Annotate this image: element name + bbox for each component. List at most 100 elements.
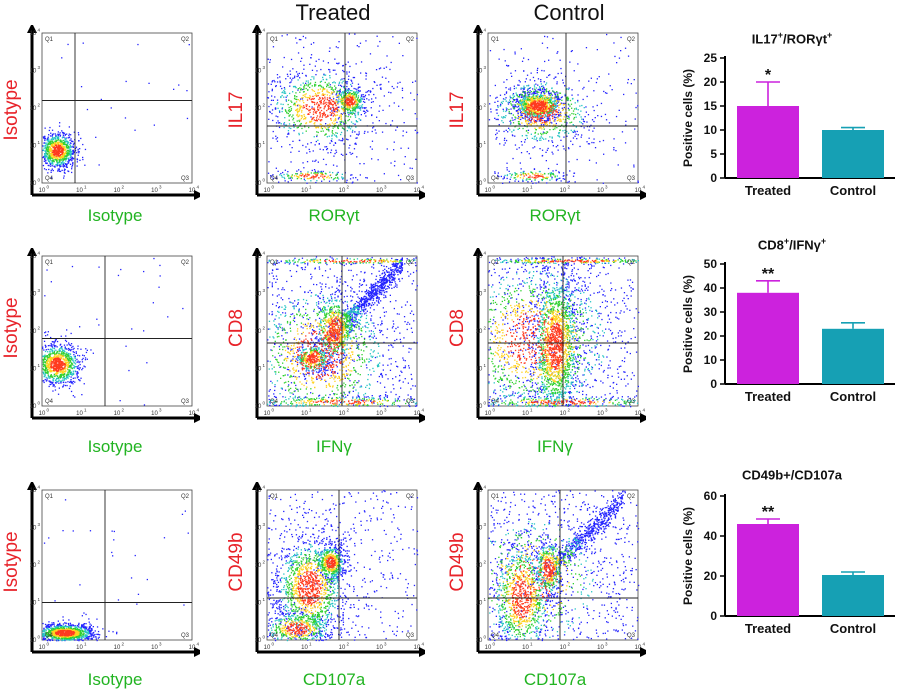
bar-chart-y-tick-label: 15 — [704, 99, 718, 113]
row1-treated-xlabel: RORγt — [308, 206, 360, 225]
x-tick-label: 10 — [635, 411, 642, 417]
y-tick-label: 10 — [30, 601, 37, 607]
plot-frame — [41, 489, 193, 641]
y-tick-label: 10 — [476, 601, 483, 607]
x-tick-exponent: 4 — [197, 408, 200, 413]
y-tick-exponent: 1 — [38, 363, 41, 368]
x-tick-exponent: 3 — [384, 185, 387, 190]
quadrant-label-q3: Q3 — [627, 633, 636, 639]
x-tick-exponent: 4 — [422, 642, 425, 647]
y-tick-exponent: 0 — [263, 401, 266, 406]
y-tick-label: 10 — [476, 69, 483, 75]
y-tick-exponent: 1 — [263, 363, 266, 368]
x-tick-label: 10 — [560, 411, 567, 417]
quadrant-label-q1: Q1 — [491, 260, 500, 266]
x-tick-label: 10 — [189, 645, 196, 651]
x-tick-exponent: 4 — [643, 642, 646, 647]
quadrant-label-q3: Q3 — [406, 176, 415, 182]
y-tick-exponent: 0 — [38, 635, 41, 640]
x-tick-label: 10 — [76, 188, 83, 194]
y-tick-label: 10 — [30, 488, 37, 494]
bar-chart-ylabel: Positive cells (%) — [681, 507, 695, 605]
x-axis-arrow-icon — [194, 413, 200, 423]
bar-chart-3: Positive cells (%) 0 20 40 60 ** Treated Contro… — [681, 489, 895, 636]
quadrant-label-q1: Q1 — [270, 494, 279, 500]
bar-treated — [737, 524, 799, 616]
x-tick-label: 10 — [414, 645, 421, 651]
x-tick-exponent: 0 — [493, 642, 496, 647]
y-tick-exponent: 2 — [38, 103, 41, 108]
y-tick-label: 10 — [255, 329, 262, 335]
bar-chart-y-tick-label: 20 — [704, 329, 718, 343]
y-tick-exponent: 4 — [38, 251, 41, 256]
x-tick-exponent: 0 — [272, 642, 275, 647]
y-tick-exponent: 2 — [38, 560, 41, 565]
x-axis-arrow-icon — [419, 190, 425, 200]
x-tick-exponent: 2 — [347, 185, 350, 190]
y-tick-exponent: 0 — [263, 635, 266, 640]
event-dots — [42, 499, 189, 642]
bar-chart-1-title: IL17+/RORγt+ — [751, 30, 833, 47]
x-tick-label: 10 — [339, 411, 346, 417]
quadrant-label-q4: Q4 — [270, 633, 279, 639]
y-tick-label: 10 — [30, 526, 37, 532]
quadrant-label-q3: Q3 — [406, 399, 415, 405]
y-tick-label: 10 — [255, 563, 262, 569]
x-tick-exponent: 1 — [84, 642, 87, 647]
y-tick-exponent: 4 — [484, 28, 487, 33]
y-tick-label: 10 — [255, 367, 262, 373]
bar-chart-y-tick-label: 40 — [704, 529, 718, 543]
quadrant-label-q2: Q2 — [181, 37, 190, 43]
quadrant-label-q1: Q1 — [270, 37, 279, 43]
y-tick-label: 10 — [476, 638, 483, 644]
x-axis-arrow-icon — [640, 413, 646, 423]
x-tick-label: 10 — [560, 645, 567, 651]
x-tick-exponent: 0 — [47, 408, 50, 413]
x-tick-exponent: 3 — [605, 185, 608, 190]
x-tick-exponent: 4 — [422, 185, 425, 190]
bar-chart-y-tick-label: 0 — [710, 377, 717, 391]
quadrant-label-q2: Q2 — [181, 260, 190, 266]
bar-control — [822, 575, 884, 616]
y-tick-label: 10 — [255, 144, 262, 150]
quadrant-label-q1: Q1 — [45, 37, 54, 43]
y-tick-exponent: 2 — [484, 560, 487, 565]
x-tick-label: 10 — [264, 188, 271, 194]
x-axis-arrow-icon — [419, 413, 425, 423]
plot-frame — [41, 32, 193, 184]
x-tick-exponent: 2 — [122, 185, 125, 190]
y-tick-exponent: 4 — [263, 28, 266, 33]
quadrant-label-q2: Q2 — [627, 494, 636, 500]
x-tick-label: 10 — [522, 645, 529, 651]
y-tick-exponent: 2 — [263, 103, 266, 108]
x-tick-label: 10 — [151, 645, 158, 651]
x-tick-exponent: 2 — [347, 408, 350, 413]
y-tick-label: 10 — [255, 181, 262, 187]
y-tick-label: 10 — [476, 292, 483, 298]
x-tick-label: 10 — [339, 645, 346, 651]
bar-chart-y-tick-label: 30 — [704, 305, 718, 319]
y-tick-exponent: 2 — [38, 326, 41, 331]
event-dots — [488, 33, 639, 184]
x-axis-arrow-icon — [640, 647, 646, 657]
y-axis-arrow-icon — [473, 25, 483, 33]
y-tick-exponent: 1 — [484, 140, 487, 145]
x-tick-exponent: 1 — [84, 185, 87, 190]
y-axis-arrow-icon — [252, 25, 262, 33]
x-tick-label: 10 — [635, 645, 642, 651]
y-tick-exponent: 0 — [484, 401, 487, 406]
quadrant-label-q1: Q1 — [45, 494, 54, 500]
y-tick-exponent: 2 — [484, 326, 487, 331]
y-tick-label: 10 — [255, 526, 262, 532]
y-tick-label: 10 — [476, 404, 483, 410]
x-tick-label: 10 — [76, 411, 83, 417]
x-tick-exponent: 1 — [530, 642, 533, 647]
y-tick-label: 10 — [255, 488, 262, 494]
quadrant-label-q2: Q2 — [627, 37, 636, 43]
x-tick-label: 10 — [597, 645, 604, 651]
y-tick-label: 10 — [30, 69, 37, 75]
y-tick-label: 10 — [476, 526, 483, 532]
